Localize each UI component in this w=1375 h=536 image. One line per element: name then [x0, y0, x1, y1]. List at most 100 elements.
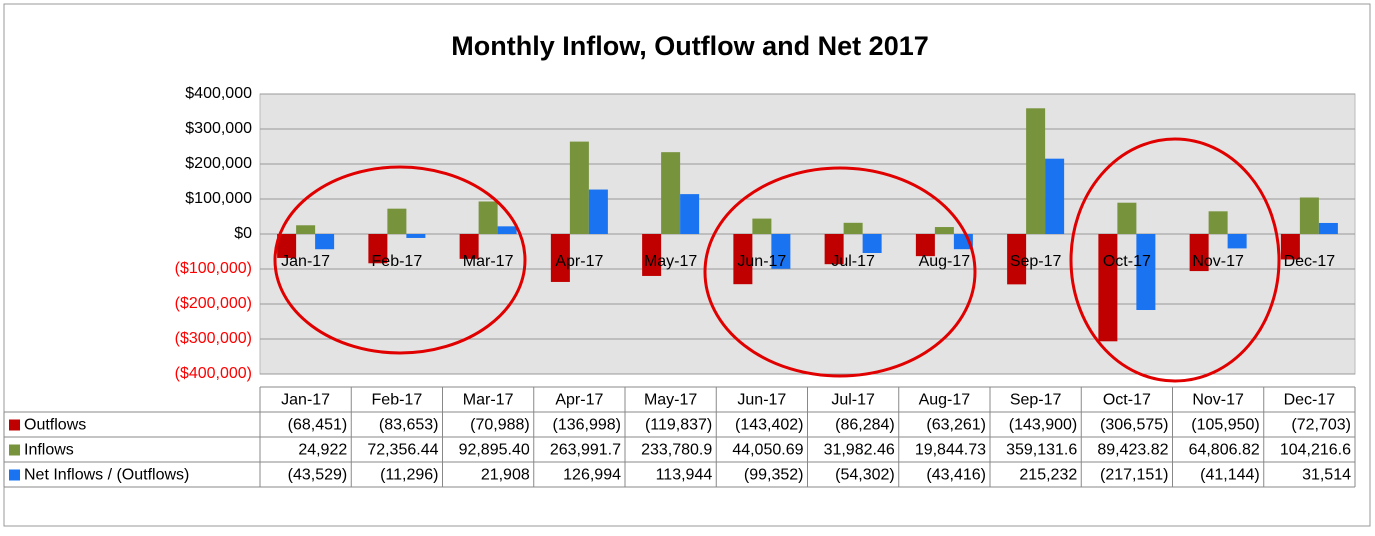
table-value: (54,302) — [835, 467, 895, 484]
table-value: (119,837) — [645, 417, 712, 434]
table-header: Sep-17 — [1010, 392, 1062, 409]
table-value: 24,922 — [298, 442, 347, 459]
table-value: 263,991.7 — [550, 442, 621, 459]
category-label: Apr-17 — [555, 253, 603, 270]
bar — [368, 234, 388, 264]
table-header: May-17 — [644, 392, 697, 409]
table-value: (136,998) — [553, 417, 622, 434]
legend-label: Net Inflows / (Outflows) — [24, 467, 189, 484]
category-label: Jan-17 — [281, 253, 330, 270]
table-value: (105,950) — [1191, 417, 1260, 434]
table-value: 113,944 — [656, 467, 713, 484]
bar — [550, 234, 570, 282]
table-header: Nov-17 — [1192, 392, 1244, 409]
bar — [1227, 234, 1247, 249]
table-header: Mar-17 — [463, 392, 514, 409]
table-header: Jun-17 — [737, 392, 786, 409]
table-value: (68,451) — [288, 417, 348, 434]
bar — [915, 234, 935, 257]
table-header: Feb-17 — [372, 392, 423, 409]
table-header: Jan-17 — [281, 392, 330, 409]
table-header: Jul-17 — [831, 392, 875, 409]
data-table: Jan-17 Feb-17 Mar-17 Apr-17 May-17 Jun-17 Jul-… — [3, 386, 1356, 488]
table-header: Aug-17 — [919, 392, 971, 409]
table-value: 31,514 — [1302, 467, 1351, 484]
table-value: (72,703) — [1291, 417, 1351, 434]
table-value: (70,988) — [470, 417, 530, 434]
bar — [588, 189, 608, 234]
bar — [1299, 197, 1319, 234]
legend-label: Inflows — [24, 442, 74, 459]
category-label: Dec-17 — [1284, 253, 1336, 270]
table-value: (43,416) — [926, 467, 986, 484]
table-value: (43,529) — [288, 467, 348, 484]
y-tick-label: ($400,000) — [175, 365, 252, 382]
table-value: 19,844.73 — [915, 442, 986, 459]
table-value: 89,423.82 — [1097, 442, 1168, 459]
table-header: Dec-17 — [1284, 392, 1336, 409]
highlight-circle — [703, 166, 977, 378]
bar — [1098, 234, 1118, 342]
bar — [843, 222, 863, 234]
table-value: 359,131.6 — [1006, 442, 1077, 459]
bar — [387, 208, 407, 234]
bar — [733, 234, 753, 285]
bar — [478, 201, 498, 234]
table-value: 31,982.46 — [824, 442, 895, 459]
table-value: (86,284) — [835, 417, 895, 434]
bar — [1318, 222, 1338, 234]
category-label: Sep-17 — [1010, 253, 1062, 270]
table-value: (63,261) — [926, 417, 986, 434]
y-tick-label: $400,000 — [185, 85, 252, 102]
table-value: 72,356.44 — [367, 442, 438, 459]
table-value: 233,780.9 — [641, 442, 712, 459]
table-value: 104,216.6 — [1280, 442, 1351, 459]
legend-swatch — [9, 469, 20, 481]
legend-swatch — [9, 419, 20, 431]
table-value: (143,402) — [735, 417, 804, 434]
bar — [824, 234, 844, 265]
table-value: 44,050.69 — [732, 442, 803, 459]
table-value: 21,908 — [481, 467, 530, 484]
highlight-circle — [273, 165, 527, 355]
highlight-circle — [1069, 137, 1281, 383]
category-label: May-17 — [644, 253, 697, 270]
category-label: Jun-17 — [737, 253, 786, 270]
table-value: (217,151) — [1100, 467, 1169, 484]
bar — [569, 141, 589, 234]
category-label: Mar-17 — [463, 253, 514, 270]
table-value: (306,575) — [1100, 417, 1169, 434]
bar — [315, 234, 335, 250]
category-label: Jul-17 — [831, 253, 875, 270]
y-tick-label: $200,000 — [185, 155, 252, 172]
table-header: Apr-17 — [555, 392, 603, 409]
table-value: 64,806.82 — [1189, 442, 1260, 459]
bar — [1136, 234, 1156, 311]
bar — [1007, 234, 1027, 285]
bar — [862, 234, 882, 254]
bar — [1045, 158, 1065, 234]
bar — [497, 226, 517, 234]
bar — [277, 234, 297, 258]
chart-title: Monthly Inflow, Outflow and Net 2017 — [451, 31, 929, 61]
category-label: Aug-17 — [919, 253, 971, 270]
bar — [680, 194, 700, 234]
bar — [1117, 202, 1137, 234]
bar — [1026, 108, 1046, 234]
table-value: (143,900) — [1009, 417, 1078, 434]
table-header: Oct-17 — [1103, 392, 1151, 409]
table-value: (11,296) — [380, 467, 438, 484]
category-label: Feb-17 — [372, 253, 423, 270]
legend-swatch — [9, 444, 20, 456]
table-value: (83,653) — [379, 417, 439, 434]
table-value: (99,352) — [744, 467, 804, 484]
y-tick-label: ($300,000) — [175, 330, 252, 347]
bar — [1208, 211, 1228, 234]
y-tick-label: $0 — [234, 225, 252, 242]
table-value: 215,232 — [1019, 467, 1077, 484]
bar — [934, 227, 954, 234]
legend-label: Outflows — [24, 417, 86, 434]
bar — [1189, 234, 1209, 272]
category-label: Oct-17 — [1103, 253, 1151, 270]
